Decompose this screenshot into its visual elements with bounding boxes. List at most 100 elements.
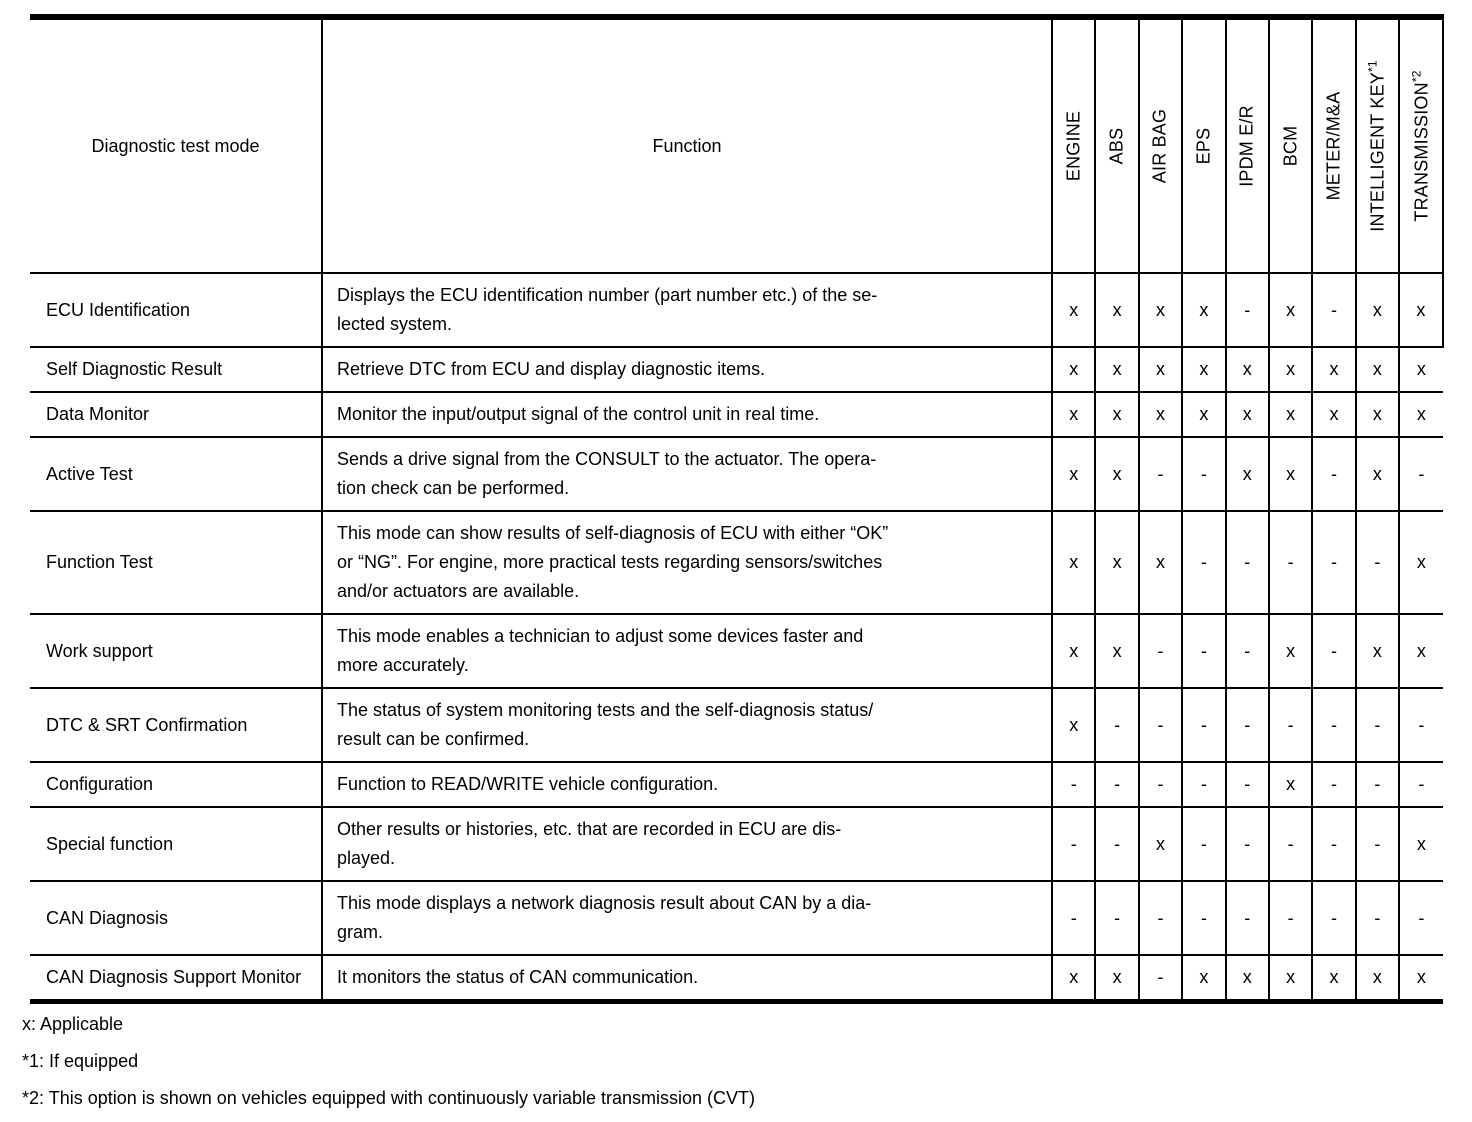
applicability-mark-cell: -: [1181, 761, 1227, 808]
applicability-mark-cell: x: [1354, 346, 1401, 393]
system-column-header: BCM: [1267, 16, 1314, 274]
applicability-mark-cell: -: [1354, 806, 1401, 882]
function-description-cell: Function to READ/WRITE vehicle configura…: [321, 761, 1053, 808]
system-column-label: ABS: [1106, 127, 1127, 165]
diagnostic-test-mode-cell: ECU Identification: [30, 272, 323, 348]
applicability-mark-cell: -: [1354, 761, 1401, 808]
applicability-mark-cell: x: [1050, 687, 1097, 763]
applicability-mark-cell: x: [1398, 806, 1443, 882]
function-description-cell: Retrieve DTC from ECU and display diagno…: [321, 346, 1053, 393]
system-column-header: IPDM E/R: [1224, 16, 1270, 274]
system-column-label: METER/M&A: [1323, 91, 1344, 201]
applicability-mark-cell: x: [1137, 272, 1184, 348]
applicability-mark-cell: -: [1137, 687, 1184, 763]
diagnostic-test-mode-cell: Self Diagnostic Result: [30, 346, 323, 393]
applicability-mark-cell: x: [1267, 436, 1314, 512]
applicability-mark-cell: -: [1311, 880, 1357, 956]
applicability-mark-cell: -: [1224, 510, 1270, 615]
applicability-mark-cell: -: [1050, 880, 1097, 956]
rotated-system-label: BCM: [1280, 126, 1301, 167]
applicability-mark-cell: x: [1181, 391, 1227, 438]
rotated-system-label: TRANSMISSION*2: [1409, 70, 1432, 221]
diagnostic-test-mode-cell: Special function: [30, 806, 323, 882]
applicability-mark-cell: x: [1267, 391, 1314, 438]
function-description-cell: Other results or histories, etc. that ar…: [321, 806, 1053, 882]
system-column-label: AIR BAG: [1149, 108, 1170, 184]
table-row: Active Test Sends a drive signal from the…: [30, 436, 1443, 512]
function-header: Function: [321, 16, 1053, 274]
system-column-label: BCM: [1280, 125, 1301, 167]
table-row: CAN Diagnosis Support Monitor It monitors…: [30, 954, 1443, 1003]
applicability-mark-cell: x: [1224, 954, 1270, 1003]
applicability-mark-cell: x: [1311, 346, 1357, 393]
applicability-mark-cell: x: [1398, 346, 1443, 393]
system-column-header: EPS: [1181, 16, 1227, 274]
diagnostic-test-mode-cell: Work support: [30, 613, 323, 689]
function-description-cell: The status of system monitoring tests an…: [321, 687, 1053, 763]
applicability-mark-cell: -: [1398, 436, 1443, 512]
function-description-cell: It monitors the status of CAN communicat…: [321, 954, 1053, 1003]
table-row: CAN Diagnosis This mode displays a networ…: [30, 880, 1443, 956]
applicability-mark-cell: x: [1094, 272, 1140, 348]
applicability-mark-cell: -: [1224, 272, 1270, 348]
applicability-mark-cell: x: [1181, 272, 1227, 348]
rotated-system-label: ENGINE: [1063, 111, 1084, 181]
applicability-mark-cell: x: [1050, 436, 1097, 512]
applicability-mark-cell: -: [1181, 806, 1227, 882]
applicability-mark-cell: -: [1181, 510, 1227, 615]
system-column-label: IPDM E/R: [1236, 105, 1257, 187]
applicability-mark-cell: x: [1311, 391, 1357, 438]
applicability-mark-cell: -: [1311, 613, 1357, 689]
table-row: ECU Identification Displays the ECU ident…: [30, 272, 1444, 348]
applicability-mark-cell: x: [1050, 272, 1097, 348]
applicability-mark-cell: -: [1311, 436, 1357, 512]
system-column-header: TRANSMISSION*2: [1398, 16, 1444, 274]
system-column-header: INTELLIGENT KEY*1: [1354, 16, 1401, 274]
applicability-mark-cell: x: [1181, 954, 1227, 1003]
table-header-row: Diagnostic test mode Function ENGINE ABS A…: [30, 16, 1444, 274]
table-row: DTC & SRT Confirmation The status of syst…: [30, 687, 1443, 763]
function-description-cell: Monitor the input/output signal of the c…: [321, 391, 1053, 438]
applicability-mark-cell: x: [1354, 613, 1401, 689]
applicability-mark-cell: x: [1137, 806, 1184, 882]
applicability-mark-cell: -: [1050, 761, 1097, 808]
system-column-header: ENGINE: [1050, 16, 1097, 274]
applicability-mark-cell: -: [1311, 806, 1357, 882]
applicability-mark-cell: x: [1267, 954, 1314, 1003]
applicability-mark-cell: x: [1050, 613, 1097, 689]
applicability-mark-cell: -: [1311, 761, 1357, 808]
applicability-mark-cell: x: [1267, 613, 1314, 689]
diagnostic-test-mode-cell: CAN Diagnosis: [30, 880, 323, 956]
applicability-mark-cell: -: [1181, 880, 1227, 956]
system-column-header: AIR BAG: [1137, 16, 1184, 274]
applicability-mark-cell: -: [1311, 687, 1357, 763]
applicability-mark-cell: -: [1137, 613, 1184, 689]
footnotes: x: Applicable *1: If equipped *2: This o…: [22, 1012, 755, 1122]
table-row: Configuration Function to READ/WRITE vehi…: [30, 761, 1443, 808]
applicability-mark-cell: -: [1267, 880, 1314, 956]
footnote-applicable: x: Applicable: [22, 1014, 124, 1034]
applicability-mark-cell: x: [1050, 510, 1097, 615]
applicability-mark-cell: x: [1398, 510, 1443, 615]
applicability-mark-cell: -: [1181, 613, 1227, 689]
applicability-mark-cell: -: [1137, 436, 1184, 512]
diagnostic-test-mode-cell: DTC & SRT Confirmation: [30, 687, 323, 763]
applicability-mark-cell: -: [1311, 510, 1357, 615]
system-column-label: ENGINE: [1063, 110, 1084, 182]
applicability-mark-cell: x: [1094, 436, 1140, 512]
applicability-mark-cell: -: [1094, 761, 1140, 808]
applicability-mark-cell: -: [1267, 687, 1314, 763]
diagnostic-test-mode-cell: CAN Diagnosis Support Monitor: [30, 954, 323, 1003]
applicability-mark-cell: x: [1181, 346, 1227, 393]
function-description-cell: Displays the ECU identification number (…: [321, 272, 1053, 348]
applicability-mark-cell: x: [1224, 346, 1270, 393]
applicability-mark-cell: x: [1137, 510, 1184, 615]
system-column-header: METER/M&A: [1311, 16, 1357, 274]
applicability-mark-cell: x: [1094, 510, 1140, 615]
system-column-header: ABS: [1094, 16, 1140, 274]
applicability-mark-cell: -: [1137, 761, 1184, 808]
applicability-mark-cell: -: [1137, 954, 1184, 1003]
applicability-mark-cell: -: [1354, 687, 1401, 763]
applicability-mark-cell: -: [1311, 272, 1357, 348]
applicability-mark-cell: x: [1224, 391, 1270, 438]
